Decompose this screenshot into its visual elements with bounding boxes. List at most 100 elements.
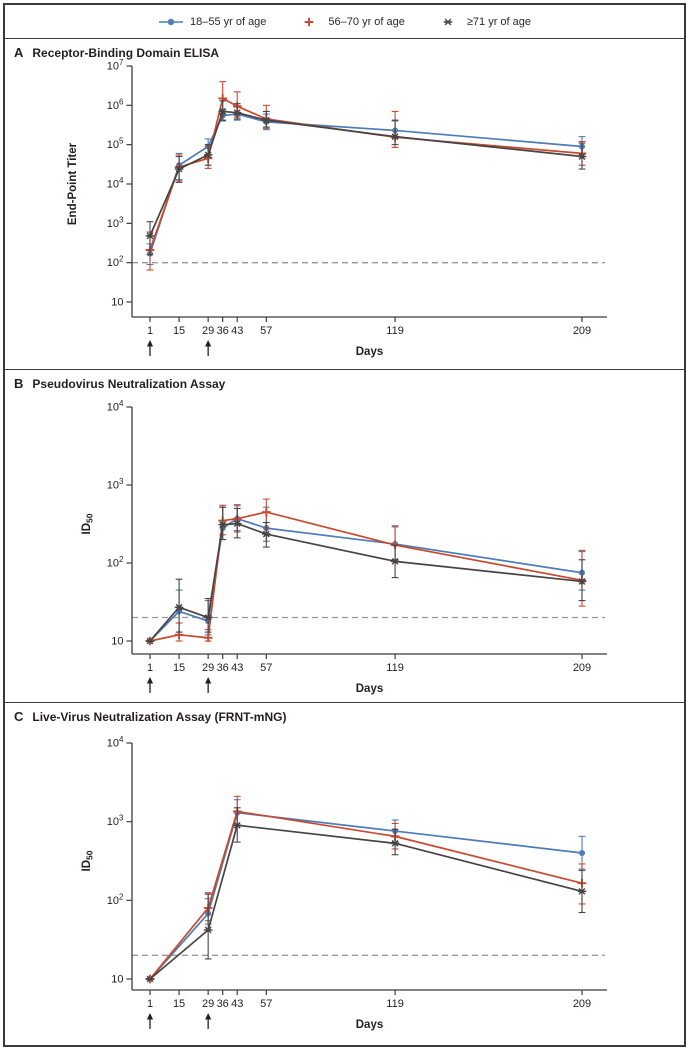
markers (147, 515, 585, 644)
y-tick-labels: 10 102 103 104 (107, 735, 132, 986)
svg-text:119: 119 (386, 662, 404, 674)
asterisk-marker-icon (577, 153, 587, 160)
x-axis-label: Days (356, 1019, 384, 1031)
svg-text:10: 10 (111, 636, 123, 648)
x-axis-arrows (146, 1013, 212, 1029)
panel-b-chart: 10 102 103 104 1 15 29 36 43 57 119 209 Days ID50 (81, 399, 607, 695)
legend: 18–55 yr of age 56–70 yr of age ≥71 yr o… (5, 5, 684, 39)
legend-label: 56–70 yr of age (328, 15, 405, 28)
legend-item-56-70: 56–70 yr of age (296, 15, 405, 29)
vaccination-arrow (146, 340, 154, 356)
axes (131, 743, 607, 991)
markers (145, 821, 587, 983)
panel-title-text: Receptor-Binding Domain ELISA (32, 46, 220, 60)
panel-b: B Pseudovirus Neutralization Assay 10 102… (5, 370, 684, 703)
legend-item-ge71: ≥71 yr of age (435, 15, 531, 29)
svg-text:15: 15 (173, 998, 185, 1010)
svg-text:104: 104 (107, 735, 124, 750)
svg-text:29: 29 (202, 325, 214, 337)
svg-text:103: 103 (107, 215, 124, 230)
asterisk-marker-icon (577, 887, 587, 895)
svg-text:209: 209 (573, 662, 591, 674)
asterisk-marker-icon (218, 521, 227, 529)
svg-text:57: 57 (260, 325, 272, 337)
asterisk-marker-icon (390, 133, 400, 141)
svg-text:29: 29 (202, 662, 214, 674)
asterisk-marker-icon (262, 116, 271, 124)
x-tick-labels: 1 15 29 36 43 57 119 209 (147, 317, 591, 337)
svg-text:1: 1 (147, 325, 153, 337)
svg-text:36: 36 (217, 325, 229, 337)
svg-text:29: 29 (202, 998, 214, 1010)
svg-text:10: 10 (111, 297, 123, 309)
svg-text:102: 102 (107, 892, 124, 907)
x-axis-label: Days (356, 683, 384, 695)
series-age-ge71 (145, 100, 587, 256)
error-bars (204, 807, 586, 960)
error-bars (146, 100, 586, 256)
svg-text:57: 57 (260, 998, 272, 1010)
series-age-ge71 (145, 506, 587, 645)
svg-text:36: 36 (217, 662, 229, 674)
asterisk-marker-icon (262, 530, 271, 538)
svg-text:119: 119 (386, 325, 404, 337)
error-bars (146, 106, 586, 266)
panel-letter: B (14, 376, 24, 391)
panel-b-title: B Pseudovirus Neutralization Assay (14, 376, 225, 391)
svg-text:15: 15 (173, 662, 185, 674)
svg-text:104: 104 (107, 399, 124, 414)
series-age-ge71 (145, 807, 587, 983)
svg-text:105: 105 (107, 137, 124, 152)
series-age-18-55 (146, 106, 586, 266)
panel-title-text: Live-Virus Neutralization Assay (FRNT-mN… (32, 710, 287, 724)
x-axis-arrows (146, 340, 212, 356)
asterisk-marker-icon (435, 15, 461, 29)
y-axis-label: End-Point Titer (67, 142, 79, 225)
markers (145, 520, 587, 645)
asterisk-marker-icon (174, 603, 184, 611)
svg-text:103: 103 (107, 814, 124, 829)
x-tick-labels: 1 15 29 36 43 57 119 209 (147, 990, 591, 1010)
panel-a: A Receptor-Binding Domain ELISA 10 102 103… (5, 39, 684, 370)
svg-text:107: 107 (107, 58, 124, 73)
asterisk-marker-icon (390, 839, 400, 847)
plus-marker-icon (262, 507, 271, 517)
legend-item-18-55: 18–55 yr of age (158, 15, 266, 29)
svg-text:36: 36 (217, 998, 229, 1010)
trend-line (149, 511, 583, 642)
trend-line (149, 110, 583, 237)
svg-text:119: 119 (386, 998, 404, 1010)
svg-text:43: 43 (231, 998, 243, 1010)
legend-label: ≥71 yr of age (466, 15, 532, 28)
trend-line (149, 810, 583, 980)
asterisk-marker-icon (577, 578, 587, 585)
error-bars (146, 81, 586, 271)
trend-line (149, 97, 583, 251)
asterisk-marker-icon (145, 232, 155, 240)
x-axis-label: Days (356, 346, 384, 358)
axes (131, 66, 607, 318)
x-axis-arrows (146, 677, 212, 693)
markers (145, 107, 587, 240)
svg-text:104: 104 (107, 176, 124, 191)
asterisk-marker-icon (203, 926, 213, 934)
circle-marker-icon (579, 849, 585, 856)
markers (145, 94, 587, 255)
error-bars (204, 799, 586, 925)
series-age-56-70 (145, 498, 587, 646)
legend-label: 18–55 yr of age (189, 15, 267, 28)
asterisk-marker-icon (145, 637, 155, 645)
asterisk-marker-icon (232, 520, 242, 528)
asterisk-marker-icon (390, 557, 400, 565)
asterisk-marker-icon (443, 18, 453, 25)
svg-text:43: 43 (231, 325, 243, 337)
svg-text:209: 209 (573, 998, 591, 1010)
panel-letter: A (14, 45, 24, 60)
figure: 18–55 yr of age 56–70 yr of age ≥71 yr o… (3, 3, 686, 1047)
plus-marker-icon (305, 17, 314, 26)
panel-a-title: A Receptor-Binding Domain ELISA (14, 45, 219, 60)
svg-text:102: 102 (107, 555, 124, 570)
y-axis-label: ID50 (81, 513, 95, 534)
svg-text:57: 57 (260, 662, 272, 674)
plus-marker-icon (203, 633, 213, 643)
